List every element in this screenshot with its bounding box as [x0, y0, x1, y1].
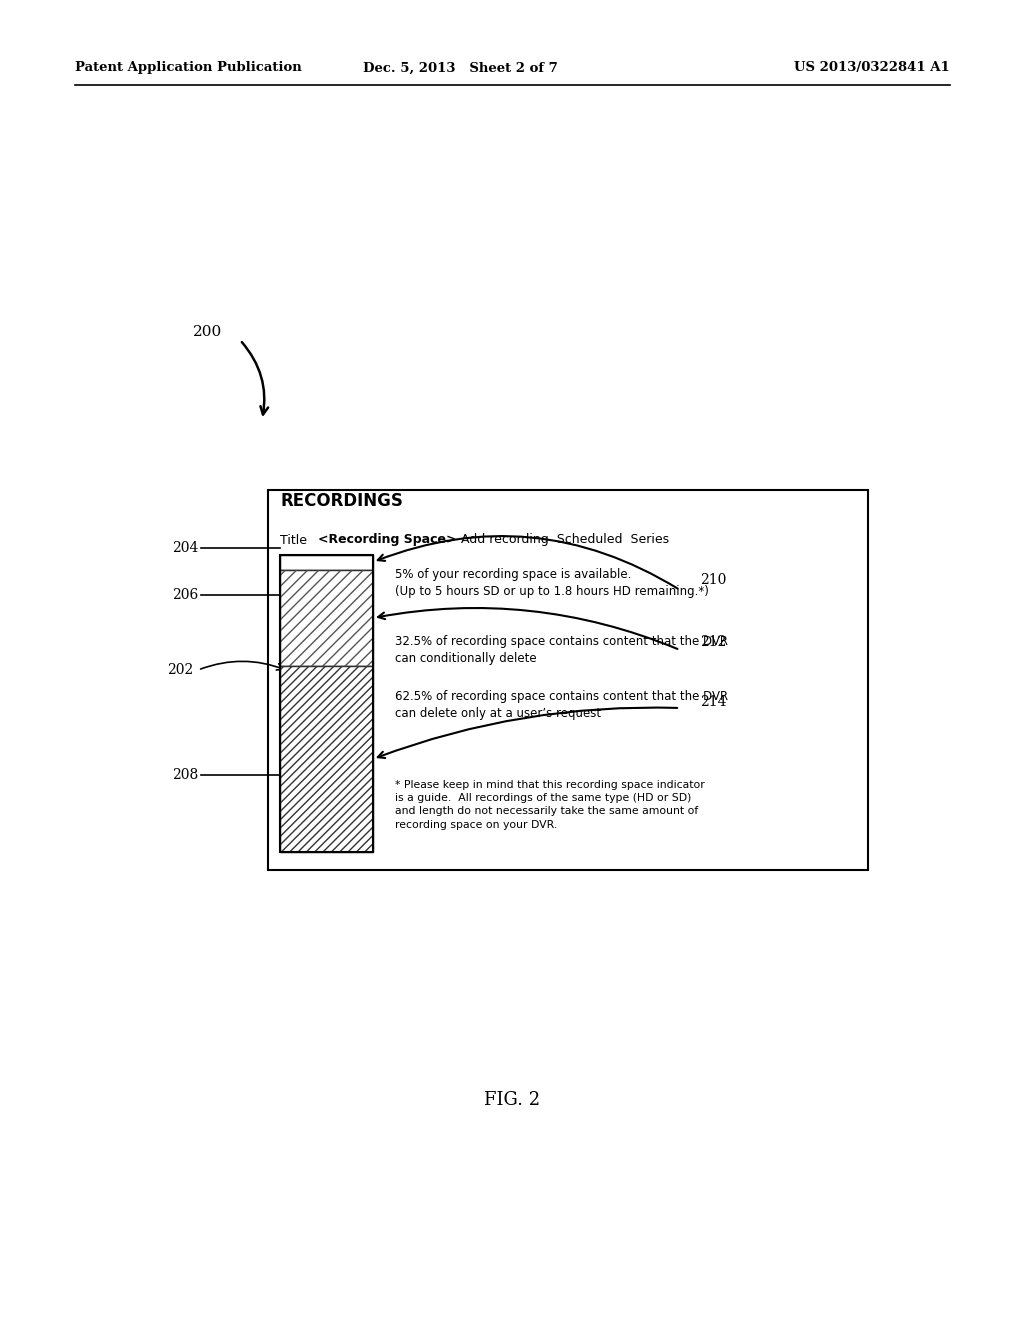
Text: 206: 206: [172, 587, 198, 602]
Text: US 2013/0322841 A1: US 2013/0322841 A1: [795, 62, 950, 74]
Text: 214: 214: [700, 696, 726, 709]
Text: 32.5% of recording space contains content that the DVR
can conditionally delete: 32.5% of recording space contains conten…: [395, 635, 728, 665]
Text: Add recording  Scheduled  Series: Add recording Scheduled Series: [453, 533, 669, 546]
Text: <Recording Space>: <Recording Space>: [318, 533, 457, 546]
Bar: [280, 570, 373, 667]
Bar: [268, 490, 868, 870]
Text: RECORDINGS: RECORDINGS: [280, 492, 402, 510]
Bar: [280, 667, 373, 851]
Text: Dec. 5, 2013   Sheet 2 of 7: Dec. 5, 2013 Sheet 2 of 7: [362, 62, 557, 74]
Text: Title: Title: [280, 533, 315, 546]
Text: 208: 208: [172, 768, 198, 781]
Text: 200: 200: [193, 325, 222, 339]
Text: 210: 210: [700, 573, 726, 587]
Bar: [280, 554, 373, 851]
Bar: [280, 667, 373, 851]
Text: 5% of your recording space is available.
(Up to 5 hours SD or up to 1.8 hours HD: 5% of your recording space is available.…: [395, 568, 709, 598]
Text: * Please keep in mind that this recording space indicator
is a guide.  All recor: * Please keep in mind that this recordin…: [395, 780, 705, 829]
Bar: [280, 554, 373, 570]
Text: 202: 202: [167, 663, 193, 677]
Text: FIG. 2: FIG. 2: [484, 1092, 540, 1109]
Text: 212: 212: [700, 635, 726, 649]
Text: 62.5% of recording space contains content that the DVR
can delete only at a user: 62.5% of recording space contains conten…: [395, 690, 728, 719]
Text: Patent Application Publication: Patent Application Publication: [75, 62, 302, 74]
Text: 204: 204: [172, 541, 198, 554]
Bar: [280, 570, 373, 667]
